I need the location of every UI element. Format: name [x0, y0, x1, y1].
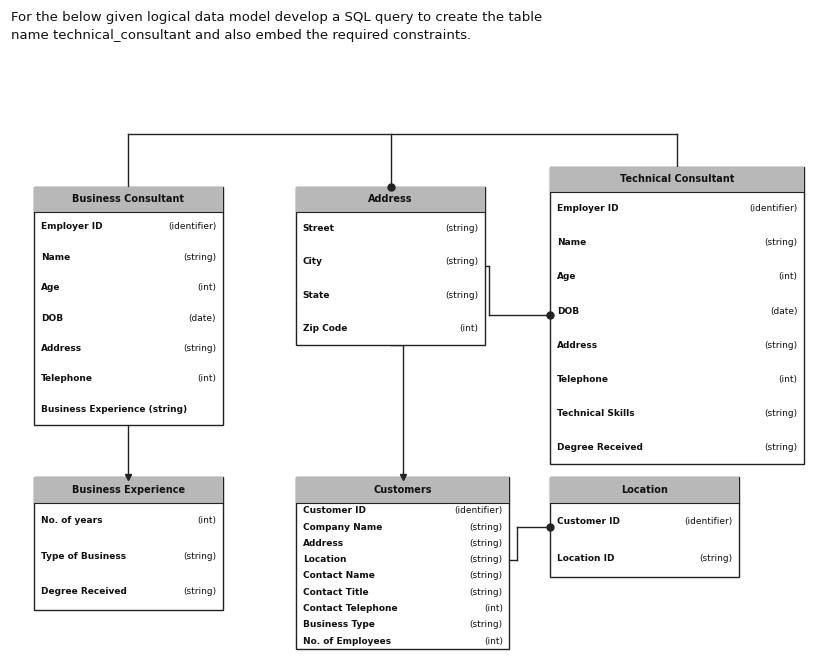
Text: (string): (string) [445, 291, 478, 299]
Text: Address: Address [302, 539, 344, 548]
Bar [296, 187, 485, 345]
Text: (int): (int) [778, 374, 797, 384]
Text: (date): (date) [188, 313, 216, 323]
Bar [35, 477, 223, 503]
Text: (int): (int) [459, 324, 478, 333]
Text: (int): (int) [197, 374, 216, 383]
Text: (string): (string) [183, 253, 216, 262]
Text: Business Experience: Business Experience [72, 485, 185, 495]
Text: (string): (string) [469, 555, 503, 564]
Text: (string): (string) [469, 572, 503, 580]
Text: (string): (string) [764, 443, 797, 452]
Bar [35, 187, 223, 424]
Text: Degree Received: Degree Received [41, 588, 127, 596]
Text: (string): (string) [764, 341, 797, 349]
Text: Location: Location [621, 485, 668, 495]
Bar [35, 477, 223, 610]
Text: Technical Consultant: Technical Consultant [620, 174, 734, 184]
Text: Employer ID: Employer ID [41, 222, 102, 231]
Text: Name: Name [41, 253, 70, 262]
Text: (identifier): (identifier) [684, 517, 732, 526]
Text: Customer ID: Customer ID [302, 506, 366, 515]
Text: Degree Received: Degree Received [556, 443, 643, 452]
Text: (string): (string) [469, 539, 503, 548]
Text: (string): (string) [445, 257, 478, 266]
Text: No. of years: No. of years [41, 516, 102, 525]
Text: (string): (string) [764, 408, 797, 418]
Bar [550, 167, 804, 464]
Text: (string): (string) [469, 523, 503, 532]
Text: Age: Age [41, 284, 60, 292]
Text: Business Consultant: Business Consultant [72, 194, 184, 204]
Text: (identifier): (identifier) [455, 506, 503, 515]
Text: (int): (int) [197, 284, 216, 292]
Text: Business Experience (string): Business Experience (string) [41, 405, 187, 414]
Text: (string): (string) [699, 554, 732, 562]
Text: No. of Employees: No. of Employees [302, 637, 391, 645]
Text: (string): (string) [445, 224, 478, 233]
Bar [550, 477, 739, 503]
Bar [296, 187, 485, 212]
Bar [296, 477, 510, 649]
Bar [550, 167, 804, 192]
Text: DOB: DOB [556, 307, 579, 315]
Text: DOB: DOB [41, 313, 62, 323]
Text: Customer ID: Customer ID [556, 517, 620, 526]
Text: Location ID: Location ID [556, 554, 614, 562]
Text: Technical Skills: Technical Skills [556, 408, 635, 418]
Text: Address: Address [368, 194, 413, 204]
Text: Address: Address [556, 341, 598, 349]
Text: Location: Location [302, 555, 346, 564]
Text: (string): (string) [183, 552, 216, 560]
Text: City: City [302, 257, 323, 266]
Text: (identifier): (identifier) [750, 205, 797, 213]
Text: Name: Name [556, 238, 586, 248]
Text: Employer ID: Employer ID [556, 205, 618, 213]
Text: (identifier): (identifier) [168, 222, 216, 231]
Text: Company Name: Company Name [302, 523, 382, 532]
Text: (int): (int) [197, 516, 216, 525]
Text: (int): (int) [484, 637, 503, 645]
Text: Contact Telephone: Contact Telephone [302, 604, 398, 613]
Text: (string): (string) [469, 620, 503, 629]
Text: Contact Title: Contact Title [302, 588, 368, 597]
Text: (string): (string) [469, 588, 503, 597]
Text: (date): (date) [770, 307, 797, 315]
Text: Age: Age [556, 272, 576, 282]
Bar [296, 477, 510, 503]
Text: Address: Address [41, 344, 82, 353]
Text: Street: Street [302, 224, 335, 233]
Text: (string): (string) [183, 588, 216, 596]
Text: (int): (int) [484, 604, 503, 613]
Bar [550, 477, 739, 576]
Text: Contact Name: Contact Name [302, 572, 375, 580]
Text: For the below given logical data model develop a SQL query to create the table
n: For the below given logical data model d… [12, 11, 543, 42]
Text: Business Type: Business Type [302, 620, 375, 629]
Text: (string): (string) [764, 238, 797, 248]
Text: State: State [302, 291, 330, 299]
Text: (int): (int) [778, 272, 797, 282]
Text: Telephone: Telephone [41, 374, 93, 383]
Text: Telephone: Telephone [556, 374, 609, 384]
Text: (string): (string) [183, 344, 216, 353]
Text: Type of Business: Type of Business [41, 552, 126, 560]
Text: Customers: Customers [373, 485, 432, 495]
Bar [35, 187, 223, 212]
Text: Zip Code: Zip Code [302, 324, 347, 333]
